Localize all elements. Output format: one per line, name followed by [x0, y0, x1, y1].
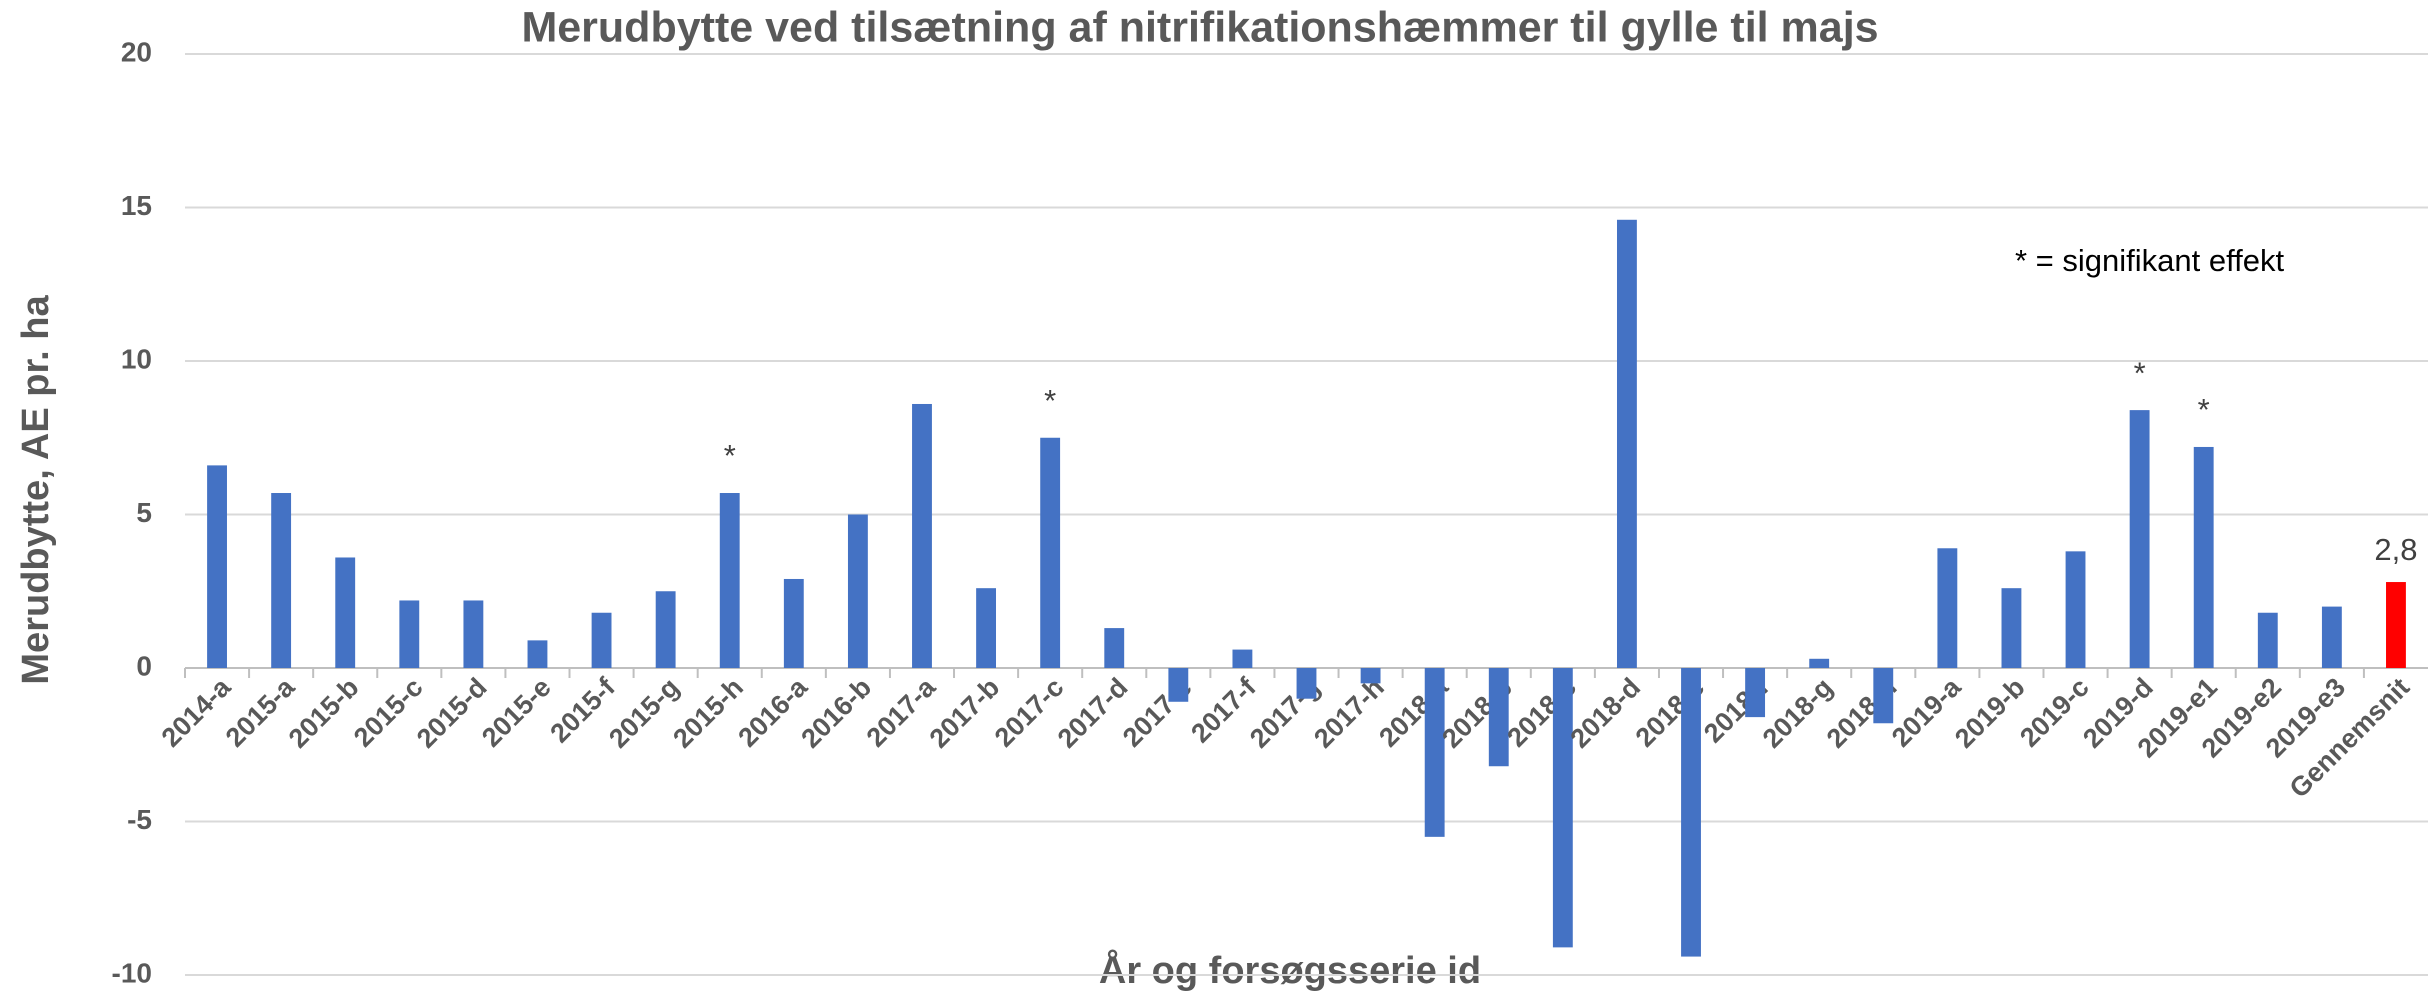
- bar: [1360, 668, 1381, 684]
- x-tick-label: 2017-a: [861, 671, 942, 752]
- note: * = signifikant effekt: [2015, 243, 2285, 278]
- x-tick-label: 2015-a: [220, 671, 301, 752]
- bar: [1232, 649, 1253, 668]
- x-tick-label: 2016-b: [795, 672, 877, 754]
- bar: [1681, 668, 1701, 957]
- bar: [2193, 446, 2214, 668]
- x-tick-label: 2017-c: [989, 672, 1070, 753]
- x-tick-label: 2019-c: [2014, 672, 2095, 753]
- x-tick-label: 2017-h: [1308, 672, 1390, 754]
- bar: [1168, 668, 1189, 702]
- y-tick-label: -10: [112, 957, 152, 988]
- bar: [1616, 219, 1637, 668]
- x-tick-label: 2018-g: [1757, 672, 1839, 754]
- y-tick-label: 5: [136, 497, 152, 528]
- bar: [207, 465, 227, 668]
- x-tick-label: 2015-b: [283, 672, 365, 754]
- x-tick-label: 2019-b: [1949, 672, 2031, 754]
- bar: [1104, 628, 1125, 668]
- y-tick-label: 0: [136, 650, 152, 681]
- data-label: 2,8: [2374, 532, 2417, 567]
- bar: [463, 600, 484, 668]
- y-axis-title: Merudbytte, AE pr. ha: [15, 295, 57, 685]
- y-tick-label: -5: [127, 804, 152, 835]
- y-tick-label: 20: [121, 36, 152, 67]
- significance-mark: *: [1044, 383, 1056, 418]
- x-tick-label: 2015-c: [348, 672, 429, 753]
- x-tick-label: 2016-a: [732, 671, 813, 752]
- bar: [527, 640, 548, 668]
- bar: [271, 493, 292, 668]
- bar: [591, 612, 612, 668]
- bar: [2065, 551, 2086, 668]
- x-tick-label: 2019-a: [1886, 671, 1967, 752]
- bar: [976, 588, 997, 668]
- x-tick-label: 2015-e: [476, 672, 557, 753]
- x-tick-label: 2015-h: [667, 672, 749, 754]
- bar: [2129, 410, 2150, 668]
- significance-mark: *: [2134, 355, 2146, 390]
- bar: [1809, 658, 1830, 668]
- x-tick-label: 2017-b: [924, 672, 1006, 754]
- bar: [1552, 668, 1573, 948]
- bar: [719, 493, 740, 668]
- bar: [912, 403, 932, 668]
- x-tick-label: 2018-d: [1564, 672, 1646, 754]
- bar: [399, 600, 420, 668]
- bar: [2001, 588, 2022, 668]
- bar: [1424, 668, 1445, 837]
- significance-mark: *: [724, 438, 736, 473]
- bar: [1488, 668, 1509, 767]
- bar: [655, 591, 676, 668]
- significance-mark: *: [2198, 392, 2210, 427]
- bar: [1040, 437, 1061, 668]
- bar: [1873, 668, 1894, 724]
- bar: [1296, 668, 1317, 699]
- x-tick-label: 2017-d: [1052, 672, 1134, 754]
- bar: [847, 514, 868, 668]
- bar: [1745, 668, 1766, 718]
- bar: [335, 557, 356, 668]
- x-tick-label: 2015-g: [603, 672, 685, 754]
- bar: [1937, 548, 1958, 668]
- x-tick-label: 2014-a: [156, 671, 237, 752]
- bar: [2321, 606, 2342, 668]
- y-tick-label: 10: [121, 343, 152, 374]
- bar: [2257, 612, 2278, 668]
- x-axis-title: År og forsøgsserie id: [1099, 948, 1481, 992]
- bar: [2386, 582, 2406, 668]
- bar: [783, 578, 804, 668]
- y-tick-label: 15: [121, 190, 152, 221]
- chart-title: Merudbytte ved tilsætning af nitrifikati…: [521, 3, 1878, 51]
- x-tick-label: 2015-d: [411, 672, 493, 754]
